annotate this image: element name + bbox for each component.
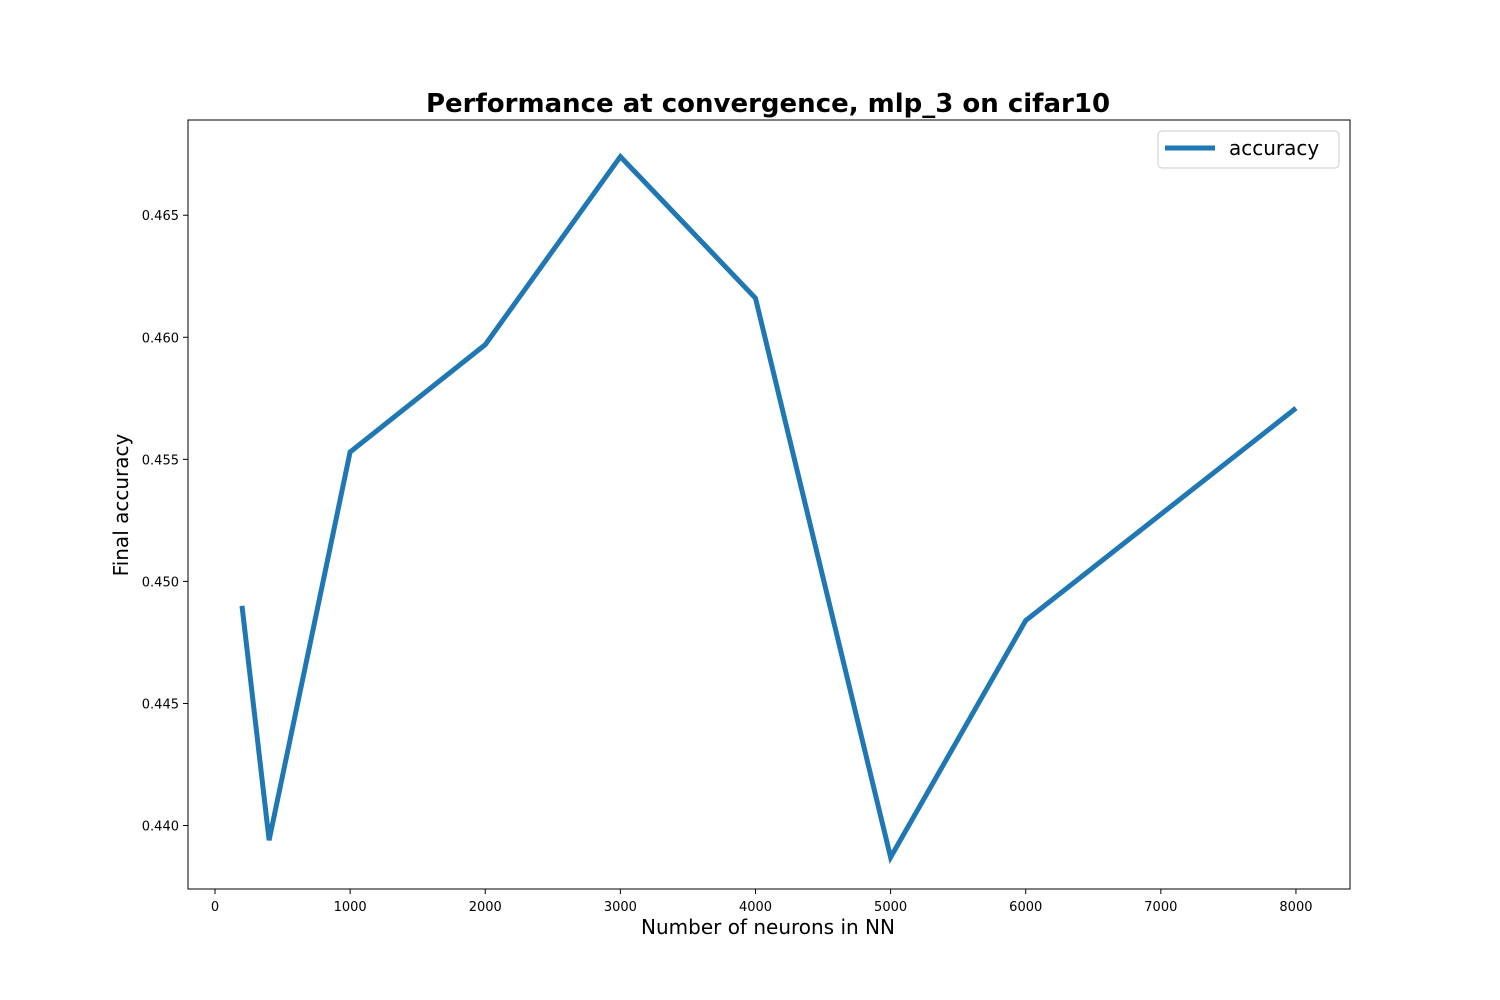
x-tick-label: 2000 bbox=[469, 900, 502, 915]
plot-area bbox=[239, 152, 1298, 865]
plot-frame bbox=[187, 119, 1351, 890]
y-tick-label: 0.455 bbox=[142, 453, 179, 468]
x-axis: 0 1000 2000 3000 4000 5000 6000 7000 8000 bbox=[211, 889, 1313, 915]
x-tick-label: 4000 bbox=[739, 900, 772, 915]
x-tick-label: 7000 bbox=[1144, 900, 1177, 915]
y-tick-label: 0.440 bbox=[142, 820, 179, 835]
x-tick-label: 1000 bbox=[334, 900, 367, 915]
chart-title: Performance at convergence, mlp_3 on cif… bbox=[426, 89, 1110, 119]
x-tick-label: 0 bbox=[211, 900, 219, 915]
y-axis-label: Final accuracy bbox=[109, 433, 133, 576]
legend-label: accuracy bbox=[1229, 136, 1319, 160]
series-line-accuracy bbox=[239, 152, 1298, 865]
y-tick-label: 0.460 bbox=[142, 331, 179, 346]
x-tick-label: 6000 bbox=[1009, 900, 1042, 915]
y-tick-label: 0.465 bbox=[142, 209, 179, 224]
y-axis: 0.440 0.445 0.450 0.455 0.460 0.465 bbox=[142, 209, 188, 835]
legend: accuracy bbox=[1157, 130, 1340, 169]
x-tick-label: 5000 bbox=[874, 900, 907, 915]
x-axis-label: Number of neurons in NN bbox=[641, 915, 895, 939]
legend-box bbox=[1157, 130, 1340, 169]
x-tick-label: 3000 bbox=[604, 900, 637, 915]
y-tick-label: 0.445 bbox=[142, 697, 179, 712]
y-tick-label: 0.450 bbox=[142, 575, 179, 590]
x-tick-label: 8000 bbox=[1279, 900, 1312, 915]
